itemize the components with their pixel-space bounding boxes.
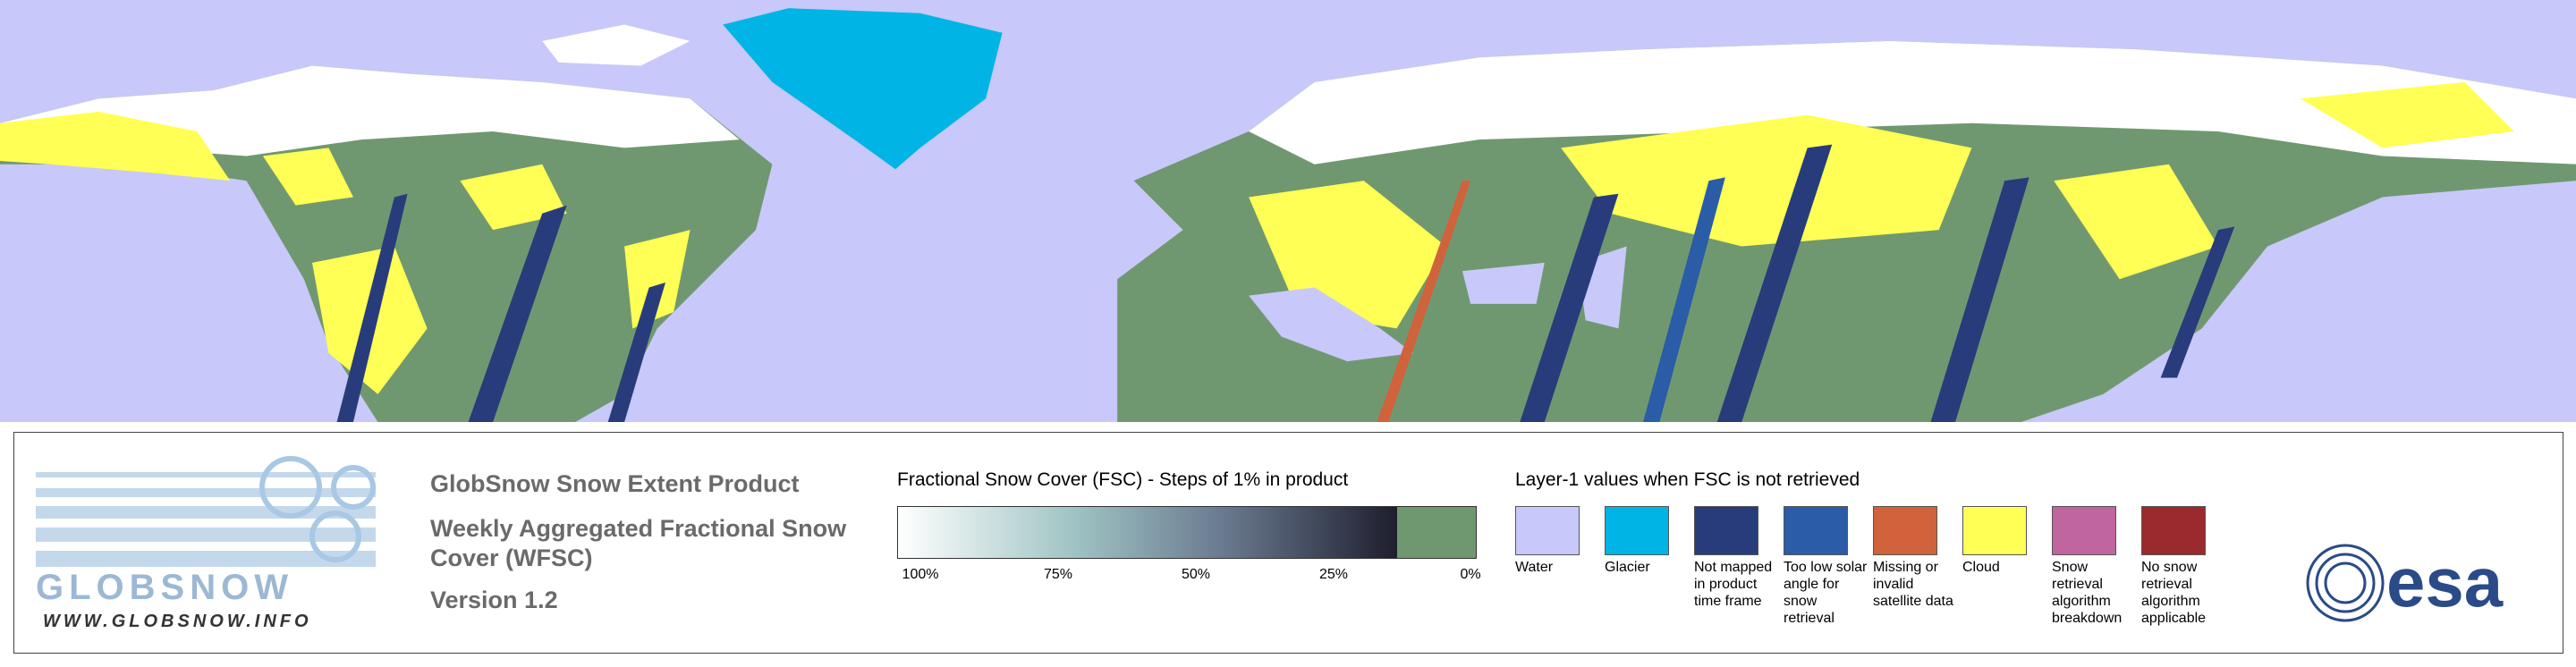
esa-logo: esa bbox=[2306, 543, 2504, 622]
legend-item: Snow retrieval algorithm breakdown bbox=[2052, 506, 2140, 627]
legend-panel bbox=[13, 432, 2563, 654]
logo-url: WWW.GLOBSNOW.INFO bbox=[43, 612, 312, 631]
legend-item: Glacier bbox=[1605, 506, 1692, 576]
fsc-tick-label: 0% bbox=[1460, 567, 1481, 582]
legend-item: Cloud bbox=[1962, 506, 2050, 576]
layer1-title: Layer-1 values when FSC is not retrieved bbox=[1515, 469, 1860, 490]
legend-swatch bbox=[2141, 506, 2206, 555]
fsc-tick-label: 100% bbox=[902, 567, 939, 582]
legend-label: Water bbox=[1515, 560, 1554, 575]
legend-swatch bbox=[1962, 506, 2027, 555]
legend-swatch bbox=[2052, 506, 2116, 555]
fsc-title: Fractional Snow Cover (FSC) - Steps of 1… bbox=[897, 469, 1349, 490]
legend-label: Not mapped in product time frame bbox=[1694, 560, 1773, 609]
fsc-tick-label: 50% bbox=[1181, 567, 1211, 582]
globsnow-logo: GLOBSNOW WWW.GLOBSNOW.INFO bbox=[36, 456, 376, 631]
fsc-tick-label: 75% bbox=[1043, 567, 1073, 582]
fsc-tick-label: 25% bbox=[1318, 567, 1349, 582]
legend-item: Not mapped in product time frame bbox=[1694, 506, 1782, 610]
fsc-colorbar bbox=[897, 506, 1477, 559]
legend-label: Missing or invalid satellite data bbox=[1873, 560, 1953, 609]
legend-label: Snow retrieval algorithm breakdown bbox=[2052, 560, 2123, 626]
subtitle: Weekly Aggregated Fractional Snow Cover … bbox=[430, 515, 847, 571]
legend-item: Too low solar angle for snow retrieval bbox=[1784, 506, 1871, 627]
legend-item: No snow retrieval algorithm applicable bbox=[2141, 506, 2229, 627]
title: GlobSnow Snow Extent Product bbox=[430, 470, 800, 497]
legend-item: Missing or invalid satellite data bbox=[1873, 506, 1961, 610]
legend-label: Glacier bbox=[1605, 560, 1650, 575]
legend-label: Too low solar angle for snow retrieval bbox=[1784, 560, 1868, 626]
legend-swatch bbox=[1515, 506, 1580, 555]
esa-text: esa bbox=[2386, 543, 2504, 621]
logo-name: GLOBSNOW bbox=[36, 568, 293, 607]
snow-map bbox=[0, 0, 2576, 422]
legend-swatch bbox=[1694, 506, 1758, 555]
version: Version 1.2 bbox=[430, 587, 558, 613]
legend-swatch bbox=[1784, 506, 1848, 555]
legend-label: Cloud bbox=[1962, 560, 2000, 575]
legend-item: Water bbox=[1515, 506, 1603, 576]
legend-swatch bbox=[1605, 506, 1669, 555]
legend-label: No snow retrieval algorithm applicable bbox=[2141, 560, 2207, 626]
legend-swatch bbox=[1873, 506, 1937, 555]
